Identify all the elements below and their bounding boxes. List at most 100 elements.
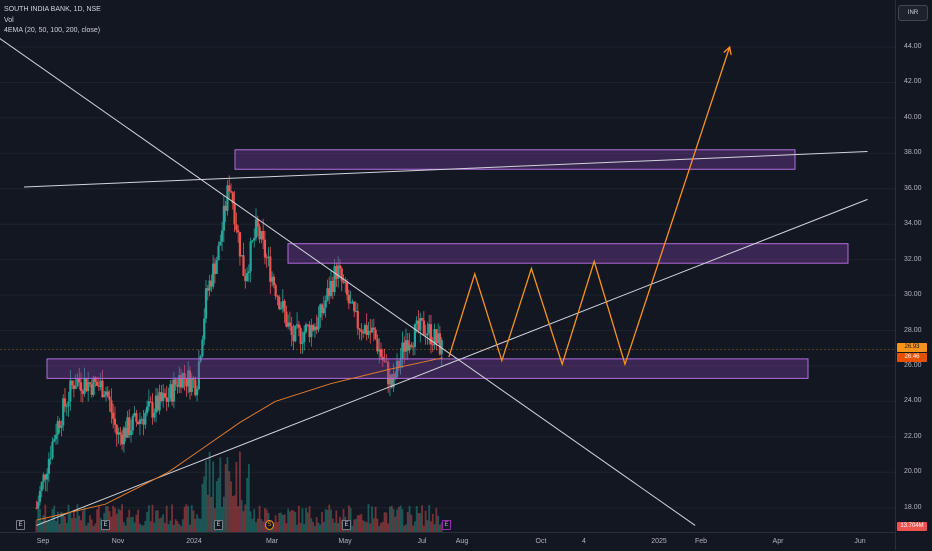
volume-bar bbox=[287, 508, 290, 532]
candle-body bbox=[344, 282, 347, 284]
candle-body bbox=[370, 327, 374, 333]
volume-bar bbox=[260, 519, 263, 532]
volume-bar bbox=[139, 523, 141, 532]
volume-bar bbox=[322, 521, 325, 532]
candle-body bbox=[62, 398, 65, 426]
time-tick-label: Mar bbox=[265, 538, 279, 545]
volume-bar bbox=[428, 504, 431, 532]
candle-body bbox=[324, 300, 327, 308]
volume-bar bbox=[371, 506, 373, 532]
candle-body bbox=[54, 434, 58, 440]
earnings-event-marker[interactable]: E bbox=[16, 520, 25, 530]
volume-label[interactable]: Vol bbox=[4, 16, 14, 24]
earnings-event-marker[interactable]: E bbox=[101, 520, 110, 530]
volume-bar bbox=[403, 525, 406, 532]
volume-bar bbox=[396, 509, 398, 532]
volume-bar bbox=[155, 510, 157, 532]
candle-body bbox=[46, 473, 49, 480]
volume-bar bbox=[387, 523, 390, 532]
candle-body bbox=[163, 393, 167, 398]
candle-body bbox=[367, 331, 370, 335]
price-plot[interactable] bbox=[0, 0, 895, 532]
volume-bar bbox=[58, 524, 61, 532]
volume-bar bbox=[85, 525, 88, 532]
candle-body bbox=[304, 324, 308, 333]
volume-bar bbox=[244, 504, 247, 532]
candle-body bbox=[104, 391, 108, 395]
volume-bar bbox=[180, 525, 182, 532]
candle-body bbox=[212, 263, 215, 287]
candle-body bbox=[270, 276, 274, 282]
earnings-event-marker[interactable]: E bbox=[442, 520, 451, 530]
candle-body bbox=[92, 377, 95, 395]
symbol-title[interactable]: SOUTH INDIA BANK, 1D, NSE bbox=[4, 6, 101, 13]
earnings-event-marker[interactable]: E bbox=[214, 520, 223, 530]
volume-bar bbox=[365, 522, 368, 532]
volume-bar bbox=[247, 463, 250, 532]
candle-body bbox=[433, 329, 436, 346]
volume-bar bbox=[240, 499, 243, 532]
candle-body bbox=[233, 203, 236, 225]
candle-body bbox=[329, 280, 333, 297]
volume-bar bbox=[133, 522, 136, 532]
volume-bar bbox=[221, 506, 223, 532]
candle-body bbox=[183, 373, 186, 379]
earnings-event-marker[interactable]: E bbox=[342, 520, 351, 530]
candle-body bbox=[379, 349, 383, 357]
candle-body bbox=[108, 396, 111, 401]
candle-body bbox=[47, 459, 50, 474]
candle-body bbox=[224, 205, 227, 211]
volume-bar bbox=[149, 521, 152, 532]
time-tick-label: Nov bbox=[111, 538, 125, 545]
volume-bar bbox=[383, 512, 386, 532]
split-event-marker[interactable]: S bbox=[265, 520, 274, 530]
candle-body bbox=[35, 507, 38, 509]
candle-body bbox=[172, 379, 175, 402]
candle-body bbox=[135, 413, 138, 422]
volume-bar bbox=[312, 522, 315, 532]
candle-body bbox=[394, 373, 397, 378]
candle-body bbox=[245, 273, 249, 281]
candle-body bbox=[162, 393, 165, 402]
volume-bar bbox=[374, 506, 377, 532]
candle-body bbox=[419, 318, 422, 331]
trendline bbox=[36, 198, 868, 526]
volume-bar bbox=[367, 504, 370, 532]
currency-button[interactable]: INR bbox=[898, 5, 928, 21]
volume-bar bbox=[317, 522, 320, 532]
candle-body bbox=[385, 361, 388, 363]
candle-body bbox=[72, 385, 75, 389]
candle-body bbox=[244, 275, 247, 281]
candle-body bbox=[156, 395, 159, 411]
volume-bar bbox=[390, 505, 393, 532]
candle-body bbox=[178, 374, 181, 387]
candle-body bbox=[360, 329, 363, 333]
candle-body bbox=[254, 219, 258, 239]
candle-body bbox=[213, 263, 217, 274]
volume-bar bbox=[78, 515, 81, 532]
candle-body bbox=[281, 300, 284, 309]
volume-bar bbox=[126, 517, 129, 532]
candle-body bbox=[174, 379, 177, 385]
candle-body bbox=[265, 257, 268, 259]
candle-body bbox=[258, 226, 261, 240]
candle-body bbox=[354, 310, 358, 312]
time-axis[interactable]: Sep Nov 2024 Mar May Jul Aug Oct 4 2025 Feb Apr Jun bbox=[0, 532, 895, 551]
volume-bar bbox=[35, 520, 38, 532]
volume-bar bbox=[314, 525, 316, 532]
volume-bar bbox=[335, 510, 338, 532]
candle-body bbox=[353, 301, 356, 312]
candle-body bbox=[415, 320, 418, 325]
volume-bar bbox=[178, 523, 181, 532]
candle-body bbox=[190, 377, 193, 392]
price-axis[interactable]: 44.00 42.00 40.00 38.00 36.00 34.00 32.00 30.00… bbox=[895, 0, 932, 550]
price-tick-label: 20.00 bbox=[904, 468, 922, 476]
time-tick-label: Aug bbox=[455, 538, 469, 545]
volume-bar bbox=[215, 481, 218, 532]
time-tick-label: Feb bbox=[694, 538, 708, 545]
price-tick-label: 18.00 bbox=[904, 503, 922, 511]
ema-label[interactable]: 4EMA (20, 50, 100, 200, close) bbox=[4, 27, 101, 34]
volume-bar bbox=[280, 512, 282, 532]
volume-bar bbox=[419, 513, 422, 532]
